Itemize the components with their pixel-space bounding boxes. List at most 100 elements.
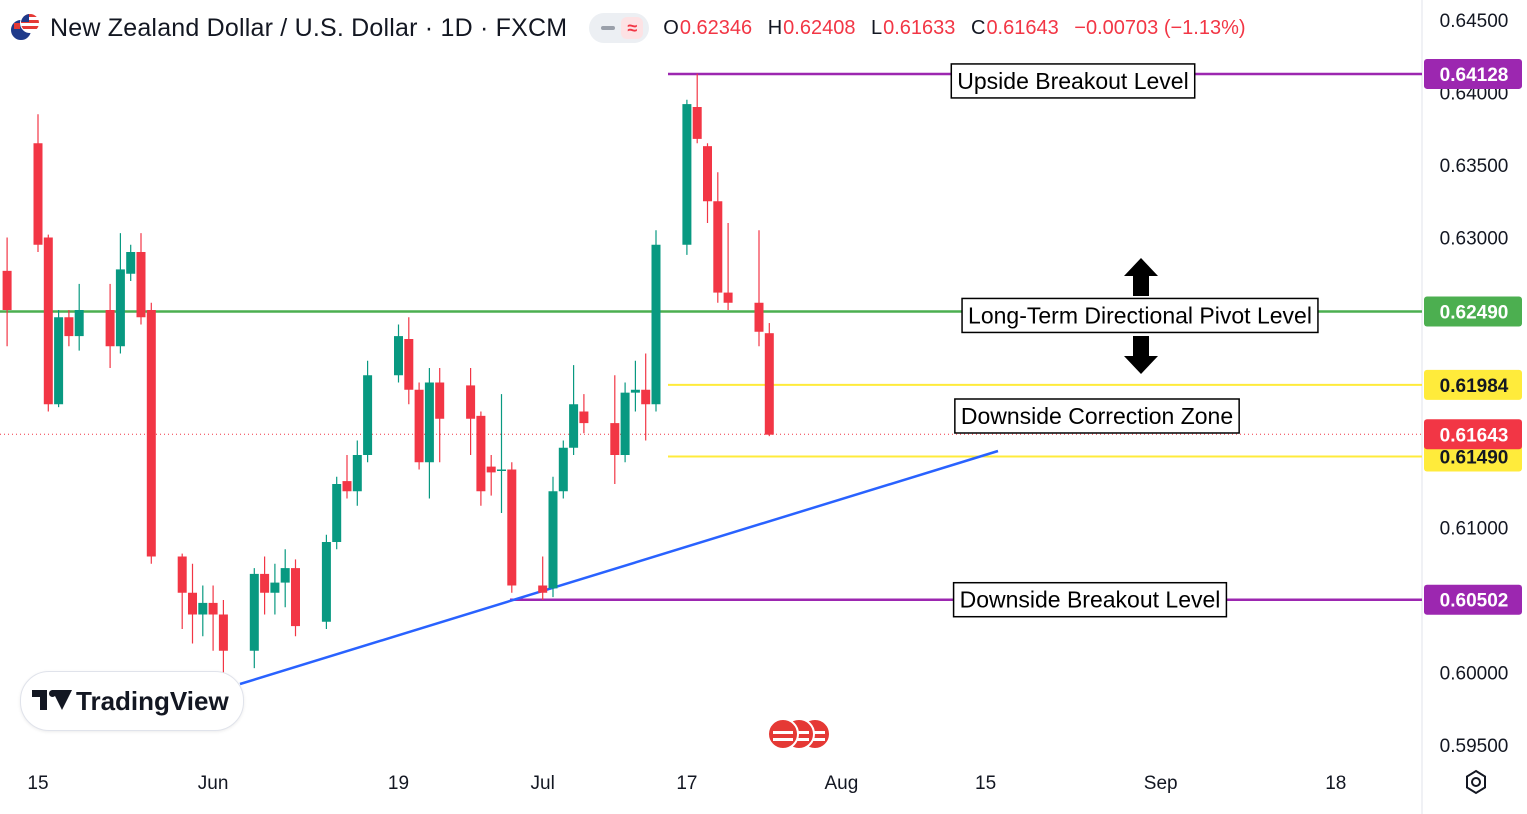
close-label: C — [970, 16, 986, 39]
y-tick-label: 0.61000 — [1440, 519, 1509, 540]
candle — [64, 310, 74, 347]
tradingview-watermark[interactable]: TradingView — [20, 671, 244, 731]
candle-body — [136, 252, 146, 318]
x-tick-label: 17 — [676, 773, 697, 794]
downside-breakout-label-box: Downside Breakout Level — [952, 581, 1228, 618]
upside-breakout-label-box: Upside Breakout Level — [950, 63, 1196, 99]
candle — [538, 556, 548, 600]
candle-body — [713, 201, 723, 293]
price-tag-4-text: 0.60502 — [1440, 591, 1509, 612]
correction-zone-label-box: Downside Correction Zone — [954, 398, 1240, 434]
price-tag-4: 0.60502 — [1424, 584, 1522, 615]
chart-status-pill[interactable]: ≈ — [589, 13, 650, 43]
candle-body — [208, 602, 218, 615]
candle-body — [538, 585, 548, 593]
candle — [692, 73, 702, 144]
candle-body — [115, 269, 125, 347]
settings-icon[interactable] — [1462, 768, 1490, 796]
candle — [136, 233, 146, 325]
candle-body — [507, 469, 517, 586]
wave-icon: ≈ — [621, 17, 644, 39]
arrow-down-icon — [1124, 336, 1158, 374]
y-tick-label: 0.63000 — [1440, 229, 1509, 250]
candle-body — [105, 310, 115, 347]
candle — [476, 411, 486, 506]
candle — [703, 143, 712, 223]
candle — [332, 476, 342, 550]
candle-body — [486, 466, 496, 473]
upside-breakout-label: Upside Breakout Level — [957, 68, 1188, 94]
candle — [394, 324, 403, 383]
candle — [270, 563, 280, 615]
price-tag-2: 0.61984 — [1424, 369, 1522, 400]
candle — [249, 568, 259, 669]
candle — [764, 323, 774, 437]
candle-body — [280, 568, 290, 583]
pivot-level-label-box: Long-Term Directional Pivot Level — [961, 297, 1319, 334]
candle — [126, 244, 136, 281]
candle-body — [610, 423, 620, 455]
candle — [404, 317, 414, 405]
symbol-title[interactable]: New Zealand Dollar / U.S. Dollar · 1D · … — [50, 13, 568, 42]
candle — [352, 440, 362, 506]
us-event-stripe — [805, 738, 825, 741]
currency-flags-icon — [10, 13, 40, 43]
x-tick-label: Sep — [1144, 773, 1178, 794]
price-tag-0: 0.64128 — [1424, 58, 1522, 89]
y-tick-label: 0.63500 — [1440, 156, 1509, 177]
price-tag-3-text: 0.61490 — [1440, 447, 1509, 468]
price-tag-2-text: 0.61984 — [1440, 376, 1509, 397]
candle-body — [188, 592, 197, 615]
candle-body — [476, 415, 486, 492]
candle-body — [558, 447, 568, 492]
candle-body — [291, 568, 300, 627]
candle-body — [569, 404, 579, 448]
candle — [507, 462, 517, 593]
candle — [723, 223, 733, 310]
candle — [321, 534, 331, 629]
price-tag-0-bg — [1424, 58, 1522, 89]
price-tag-2-bg — [1424, 369, 1522, 400]
candle — [435, 368, 445, 463]
y-tick-label: 0.59500 — [1440, 736, 1509, 757]
candle — [651, 230, 661, 412]
current-price-tag-text: 0.61643 — [1440, 425, 1509, 446]
candle-body — [33, 143, 43, 245]
y-tick-label: 0.64500 — [1440, 11, 1509, 32]
candle-body — [74, 310, 84, 337]
candle — [558, 440, 568, 499]
candle-body — [260, 573, 270, 593]
candle-body — [404, 339, 414, 390]
candle-body — [548, 491, 558, 589]
candle-body — [435, 382, 445, 419]
candle — [198, 585, 208, 637]
price-tag-0-text: 0.64128 — [1440, 65, 1509, 86]
candle — [74, 283, 84, 351]
candle — [466, 368, 476, 455]
arrow-up-icon — [1124, 258, 1158, 296]
candle-body — [703, 146, 712, 202]
us-event-stripe — [773, 731, 793, 734]
change-value: −0.00703 (−1.13%) — [1074, 16, 1246, 39]
candle — [682, 99, 692, 255]
candle-body — [579, 411, 589, 424]
candle — [280, 549, 290, 608]
upside-breakout-label-frame — [950, 63, 1196, 99]
tradingview-brand: TradingView — [76, 685, 229, 716]
chart-header: New Zealand Dollar / U.S. Dollar · 1D · … — [10, 10, 1256, 46]
candle — [548, 476, 558, 598]
correction-zone-label-frame — [954, 398, 1240, 434]
candle-body — [723, 292, 733, 303]
candle — [342, 455, 352, 499]
candle-body — [198, 602, 208, 615]
candle — [610, 375, 620, 484]
candle — [115, 233, 125, 354]
open-label: O — [663, 16, 679, 39]
correction-zone-label: Downside Correction Zone — [961, 403, 1233, 429]
close-value: 0.61643 — [986, 16, 1059, 39]
current-price-tag: 0.61643 — [1424, 419, 1522, 450]
candle-body — [630, 389, 640, 393]
candle — [208, 585, 218, 651]
candle — [569, 365, 579, 455]
